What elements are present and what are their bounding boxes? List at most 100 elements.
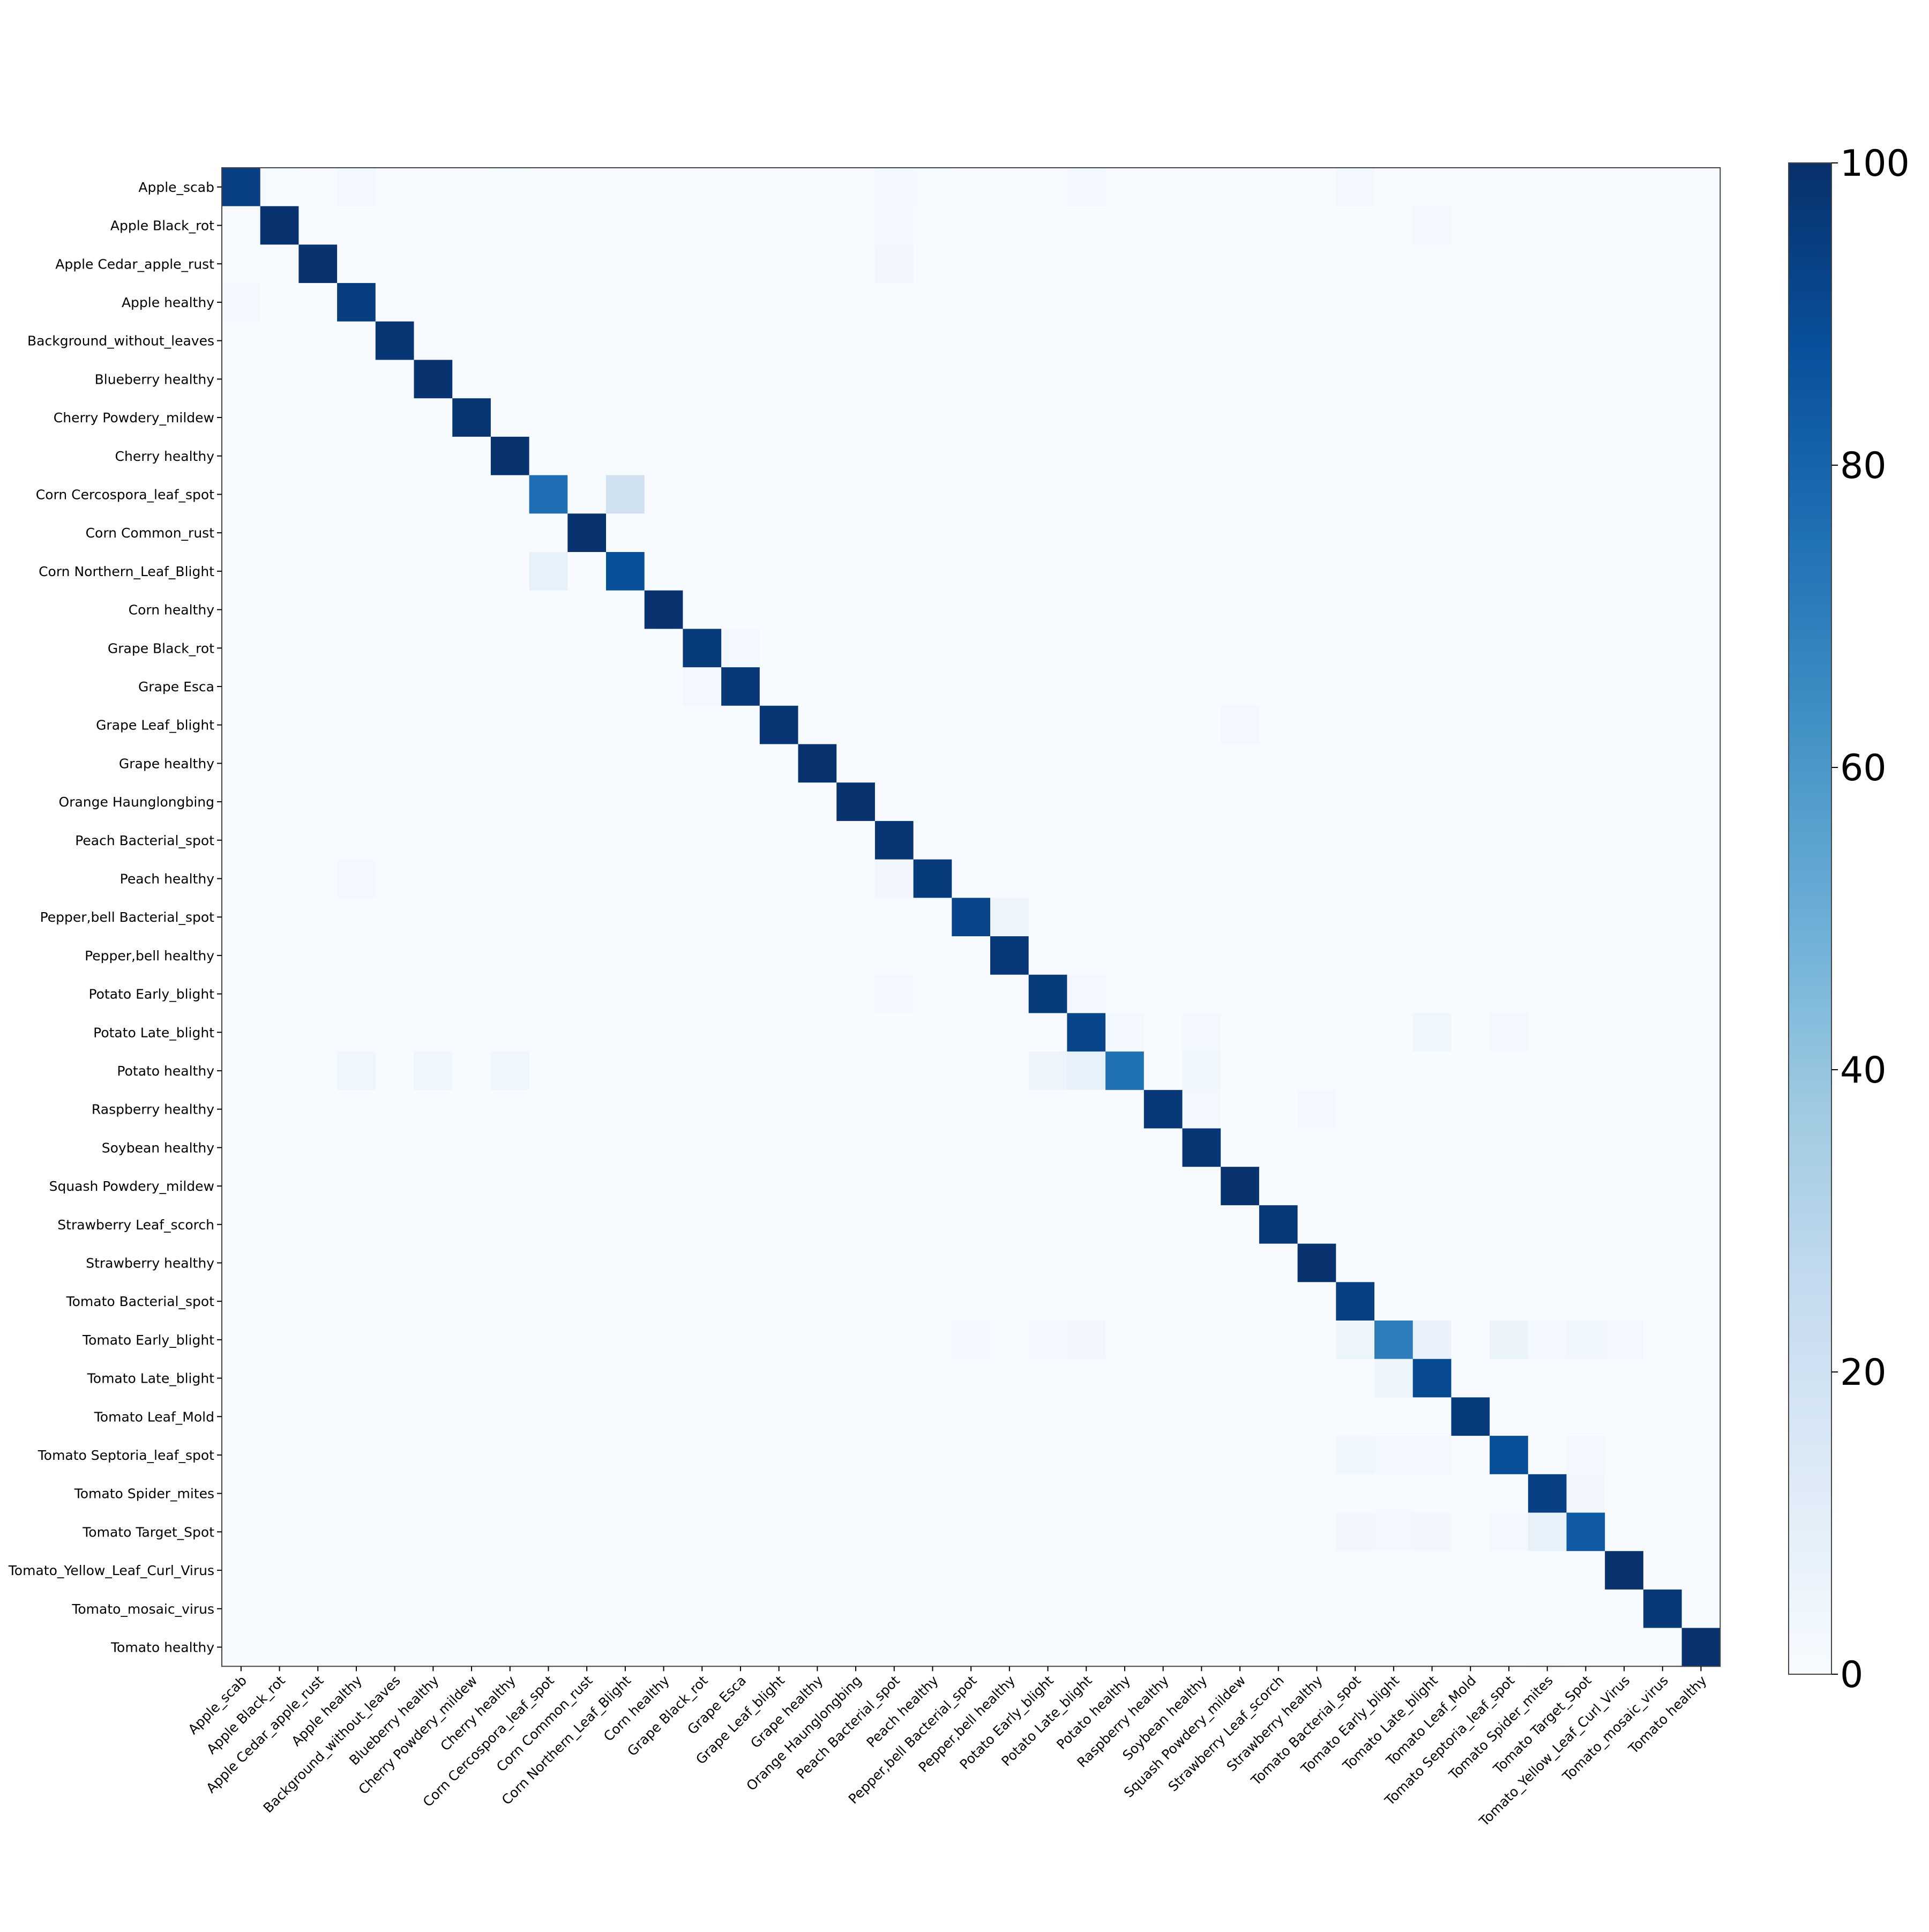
heatmap-cell xyxy=(644,1551,683,1590)
heatmap-cell xyxy=(1297,1474,1336,1513)
heatmap-cell xyxy=(1374,936,1414,975)
heatmap-cell xyxy=(298,398,338,437)
heatmap-cell xyxy=(1566,1397,1605,1436)
heatmap-cell xyxy=(490,667,530,706)
heatmap-cell xyxy=(952,552,991,591)
heatmap-cell xyxy=(644,1243,683,1282)
heatmap-cell xyxy=(1681,1474,1721,1513)
heatmap-cell xyxy=(1221,744,1260,783)
heatmap-cell xyxy=(1643,1589,1683,1629)
heatmap-cell xyxy=(1490,667,1529,706)
heatmap-cell xyxy=(1336,898,1375,937)
heatmap-cell xyxy=(414,898,453,937)
heatmap-cell xyxy=(721,360,760,399)
heatmap-cell xyxy=(1028,206,1067,245)
heatmap-cell xyxy=(1221,974,1260,1013)
heatmap-cell xyxy=(1336,859,1375,898)
heatmap-cell xyxy=(1221,244,1260,284)
heatmap-cell xyxy=(1490,744,1529,783)
heatmap-cell xyxy=(1605,590,1644,629)
heatmap-cell xyxy=(836,1128,876,1167)
heatmap-cell xyxy=(1490,820,1529,860)
heatmap-cell xyxy=(1336,1551,1375,1590)
heatmap-cell xyxy=(836,1321,876,1360)
heatmap-cell xyxy=(414,283,453,322)
heatmap-cell xyxy=(913,168,952,207)
heatmap-cell xyxy=(759,1359,799,1398)
heatmap-cell xyxy=(1221,782,1260,822)
heatmap-cell xyxy=(1528,168,1567,207)
heatmap-cell xyxy=(836,360,876,399)
heatmap-cell xyxy=(414,1589,453,1629)
heatmap-cell xyxy=(1067,1551,1106,1590)
heatmap-cell xyxy=(1451,1359,1490,1398)
heatmap-cell xyxy=(1297,820,1336,860)
heatmap-cell xyxy=(529,1205,568,1244)
heatmap-cell xyxy=(644,820,683,860)
heatmap-cell xyxy=(529,898,568,937)
heatmap-cell xyxy=(1566,667,1605,706)
heatmap-cell xyxy=(1143,1128,1183,1167)
heatmap-cell xyxy=(1067,590,1106,629)
heatmap-cell xyxy=(1067,1397,1106,1436)
heatmap-cell xyxy=(1259,1397,1298,1436)
heatmap-cell xyxy=(1297,1013,1336,1052)
heatmap-cell xyxy=(1490,321,1529,361)
heatmap-cell xyxy=(990,1551,1029,1590)
heatmap-cell xyxy=(1105,1321,1145,1360)
heatmap-cell xyxy=(798,1282,837,1321)
heatmap-cell xyxy=(1412,1474,1452,1513)
heatmap-cell xyxy=(1259,283,1298,322)
heatmap-cell xyxy=(375,1243,415,1282)
heatmap-cell xyxy=(567,744,607,783)
heatmap-cell xyxy=(375,360,415,399)
heatmap-cell xyxy=(1221,859,1260,898)
heatmap-cell xyxy=(1451,283,1490,322)
heatmap-cell xyxy=(1605,859,1644,898)
heatmap-cell xyxy=(606,1436,645,1475)
heatmap-cell xyxy=(529,1243,568,1282)
heatmap-cell xyxy=(759,552,799,591)
heatmap-cell xyxy=(759,1205,799,1244)
heatmap-cell xyxy=(222,1282,261,1321)
heatmap-cell xyxy=(913,1436,952,1475)
heatmap-cell xyxy=(683,475,722,514)
heatmap-cell xyxy=(913,283,952,322)
heatmap-cell xyxy=(759,936,799,975)
heatmap-cell xyxy=(836,1589,876,1629)
heatmap-cell xyxy=(874,1013,914,1052)
heatmap-cell xyxy=(529,974,568,1013)
heatmap-cell xyxy=(1259,398,1298,437)
heatmap-cell xyxy=(337,705,376,745)
heatmap-cell xyxy=(529,513,568,553)
heatmap-cell xyxy=(490,552,530,591)
heatmap-cell xyxy=(1643,1436,1683,1475)
heatmap-cell xyxy=(222,244,261,284)
heatmap-cell xyxy=(529,629,568,668)
heatmap-cell xyxy=(952,936,991,975)
heatmap-cell xyxy=(1221,1551,1260,1590)
heatmap-cell xyxy=(1605,1436,1644,1475)
y-tick-label: Tomato Bacterial_spot xyxy=(66,1294,215,1309)
heatmap-cell xyxy=(1336,936,1375,975)
heatmap-cell xyxy=(836,1205,876,1244)
heatmap-cell xyxy=(452,1321,491,1360)
heatmap-cell xyxy=(1297,206,1336,245)
heatmap-cell xyxy=(414,820,453,860)
heatmap-cell xyxy=(913,513,952,553)
heatmap-cell xyxy=(606,1628,645,1667)
heatmap-cell xyxy=(1605,475,1644,514)
heatmap-cell xyxy=(298,1243,338,1282)
heatmap-cell xyxy=(1297,1436,1336,1475)
heatmap-cell xyxy=(721,590,760,629)
heatmap-cell xyxy=(1528,244,1567,284)
heatmap-cell xyxy=(1451,1090,1490,1129)
heatmap-cell xyxy=(1297,898,1336,937)
heatmap-cell xyxy=(1105,321,1145,361)
heatmap-cell xyxy=(1028,1359,1067,1398)
heatmap-cell xyxy=(1221,283,1260,322)
heatmap-cell xyxy=(298,1090,338,1129)
heatmap-cell xyxy=(490,398,530,437)
heatmap-cell xyxy=(337,475,376,514)
heatmap-cell xyxy=(952,1436,991,1475)
